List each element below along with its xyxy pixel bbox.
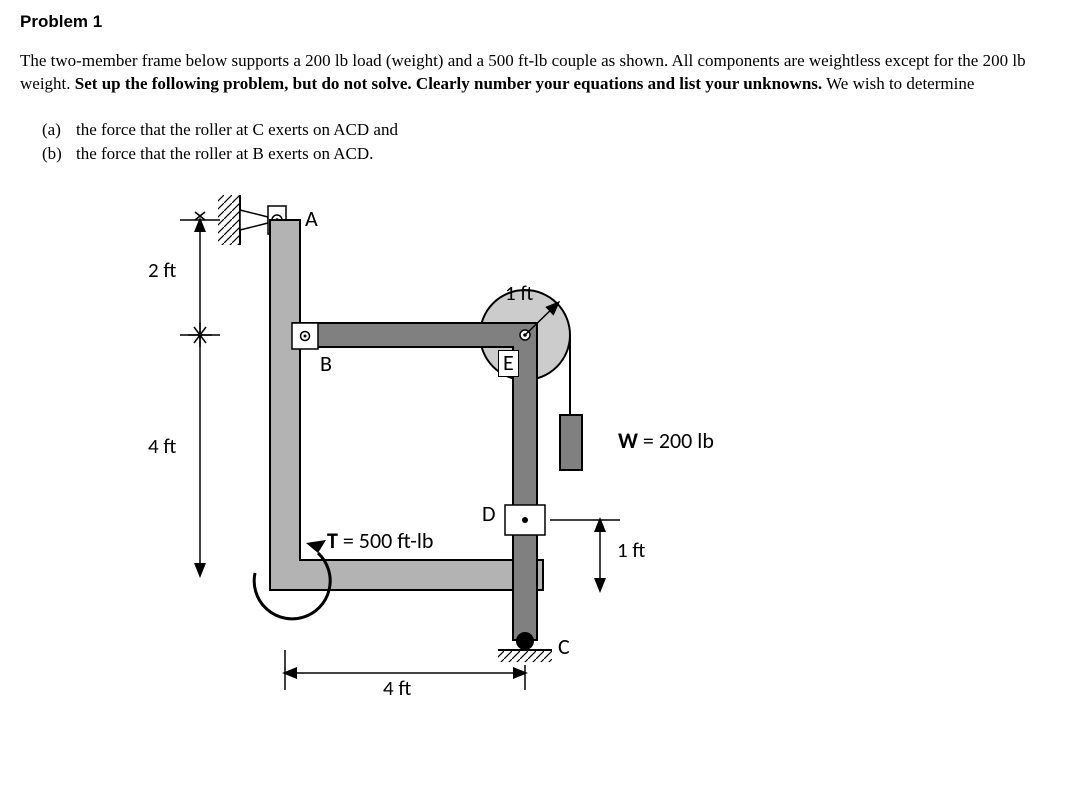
weight-value: = 200 lb xyxy=(638,427,714,454)
label-a: A xyxy=(305,205,318,232)
weight-symbol: W xyxy=(618,427,638,454)
dim-pulley-1ft: 1 ft xyxy=(505,280,533,306)
problem-statement: The two-member frame below supports a 20… xyxy=(20,50,1065,96)
weight-block xyxy=(560,415,582,470)
label-b: B xyxy=(320,350,332,377)
roller-b xyxy=(292,323,318,349)
torque-symbol: T xyxy=(327,527,338,554)
label-e: E xyxy=(498,350,519,376)
wall-hatch xyxy=(218,195,240,245)
collar-d xyxy=(505,505,545,535)
label-c: C xyxy=(558,633,570,660)
torque-label: T = 500 ft-lb xyxy=(327,527,433,554)
diagram-svg xyxy=(120,195,820,695)
dimension-right xyxy=(550,520,620,590)
weight-label: W = 200 lb xyxy=(618,427,714,454)
dim-2ft: 2 ft xyxy=(148,257,176,283)
diagram: A B C D E 2 ft 4 ft 4 ft 1 ft 1 ft T = 5… xyxy=(120,195,820,695)
problem-title: Problem 1 xyxy=(20,12,1065,32)
dimension-left xyxy=(180,212,220,575)
question-b-text: the force that the roller at B exerts on… xyxy=(76,142,373,166)
question-a-letter: (a) xyxy=(42,118,76,142)
dim-4ft-h: 4 ft xyxy=(383,675,411,701)
dim-4ft-v: 4 ft xyxy=(148,433,176,459)
question-a-text: the force that the roller at C exerts on… xyxy=(76,118,398,142)
roller-c xyxy=(498,632,552,662)
question-list: (a) the force that the roller at C exert… xyxy=(42,118,1065,166)
question-b-letter: (b) xyxy=(42,142,76,166)
torque-value: = 500 ft-lb xyxy=(338,527,434,554)
label-d: D xyxy=(482,500,496,527)
problem-text-2: We wish to determine xyxy=(822,74,974,93)
dim-right-1ft: 1 ft xyxy=(617,537,645,563)
problem-text-bold: Set up the following problem, but do not… xyxy=(75,74,822,93)
